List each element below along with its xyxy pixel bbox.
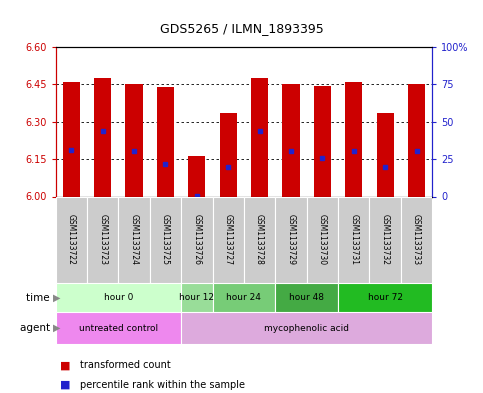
Text: ■: ■	[60, 380, 74, 390]
Text: GSM1133731: GSM1133731	[349, 214, 358, 265]
Bar	[345, 81, 362, 196]
Text: hour 12: hour 12	[179, 293, 214, 302]
Bar	[56, 283, 181, 312]
Text: hour 24: hour 24	[227, 293, 261, 302]
Text: percentile rank within the sample: percentile rank within the sample	[80, 380, 245, 390]
Text: agent: agent	[20, 323, 53, 333]
Text: GSM1133726: GSM1133726	[192, 214, 201, 265]
Text: GDS5265 / ILMN_1893395: GDS5265 / ILMN_1893395	[159, 22, 324, 35]
Text: transformed count: transformed count	[80, 360, 170, 371]
Bar	[213, 283, 275, 312]
Bar	[126, 84, 142, 196]
Bar	[150, 196, 181, 283]
Text: GSM1133722: GSM1133722	[67, 214, 76, 265]
Bar	[63, 81, 80, 196]
Bar	[377, 113, 394, 196]
Bar	[275, 283, 338, 312]
Bar	[87, 196, 118, 283]
Bar	[338, 283, 432, 312]
Text: GSM1133730: GSM1133730	[318, 214, 327, 265]
Text: GSM1133724: GSM1133724	[129, 214, 139, 265]
Bar	[338, 196, 369, 283]
Text: mycophenolic acid: mycophenolic acid	[264, 324, 349, 332]
Bar	[118, 196, 150, 283]
Bar	[181, 283, 213, 312]
Text: time: time	[26, 293, 53, 303]
Text: GSM1133727: GSM1133727	[224, 214, 233, 265]
Bar	[157, 88, 174, 196]
Text: GSM1133729: GSM1133729	[286, 214, 296, 265]
Text: hour 48: hour 48	[289, 293, 324, 302]
Bar	[251, 78, 268, 196]
Text: GSM1133732: GSM1133732	[381, 214, 390, 265]
Bar	[275, 196, 307, 283]
Bar	[56, 196, 87, 283]
Text: ▶: ▶	[53, 323, 61, 333]
Text: GSM1133728: GSM1133728	[255, 214, 264, 265]
Text: GSM1133725: GSM1133725	[161, 214, 170, 265]
Bar	[220, 113, 237, 196]
Bar	[181, 196, 213, 283]
Bar	[181, 312, 432, 344]
Bar	[213, 196, 244, 283]
Text: hour 0: hour 0	[104, 293, 133, 302]
Bar	[188, 156, 205, 196]
Bar	[369, 196, 401, 283]
Text: GSM1133733: GSM1133733	[412, 214, 421, 265]
Text: untreated control: untreated control	[79, 324, 158, 332]
Bar	[401, 196, 432, 283]
Text: ■: ■	[60, 360, 74, 371]
Text: ▶: ▶	[53, 293, 61, 303]
Bar	[244, 196, 275, 283]
Bar	[56, 312, 181, 344]
Bar	[314, 86, 331, 196]
Text: hour 72: hour 72	[368, 293, 403, 302]
Bar	[307, 196, 338, 283]
Bar	[94, 78, 111, 196]
Bar	[283, 84, 299, 196]
Text: GSM1133723: GSM1133723	[98, 214, 107, 265]
Bar	[408, 84, 425, 196]
